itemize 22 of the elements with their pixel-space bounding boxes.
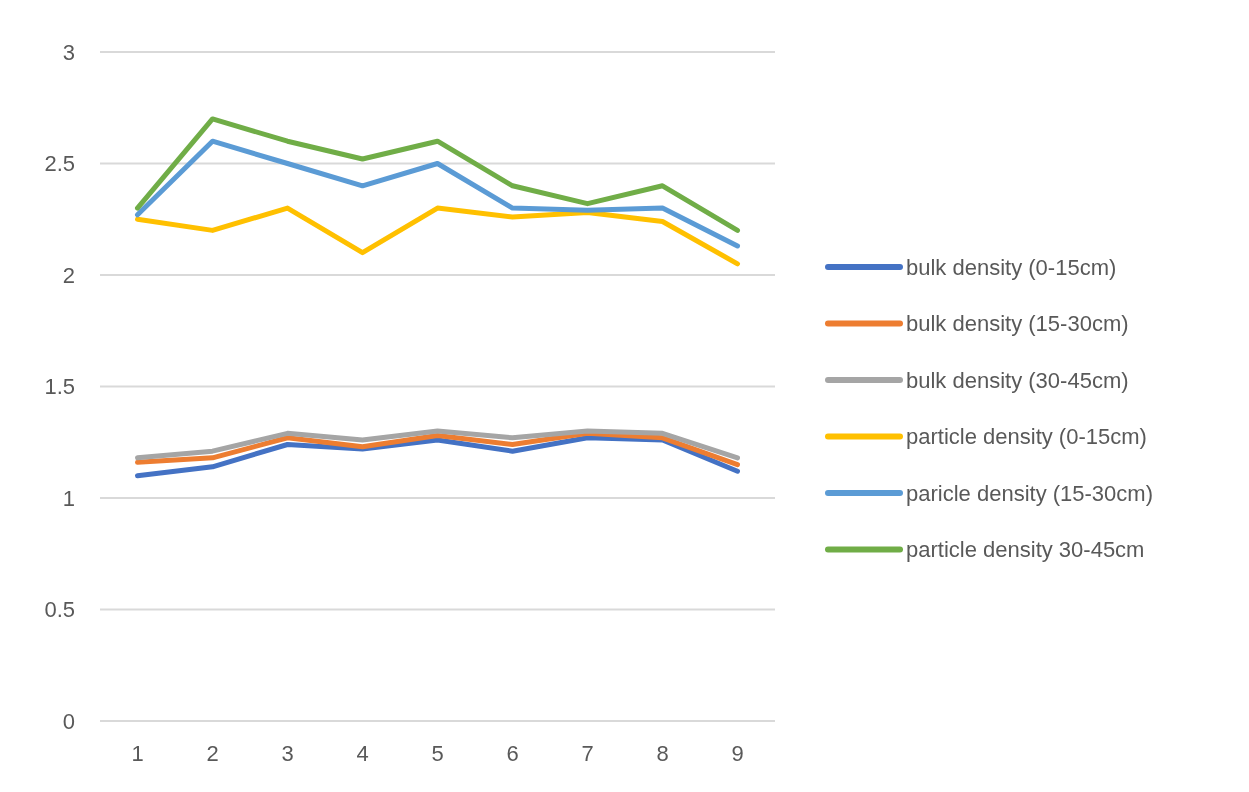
legend-label: bulk density (30-45cm) — [906, 367, 1129, 393]
x-tick-label: 8 — [656, 741, 669, 766]
legend-label: particle density (0-15cm) — [906, 424, 1147, 450]
legend-label: bulk density (15-30cm) — [906, 311, 1129, 337]
x-tick-label: 1 — [131, 741, 144, 766]
x-tick-label: 2 — [206, 741, 219, 766]
legend-label: paricle density (15-30cm) — [906, 480, 1153, 506]
x-tick-label: 4 — [356, 741, 369, 766]
y-tick-label: 2.5 — [44, 151, 75, 177]
y-tick-label: 0.5 — [44, 597, 75, 623]
x-tick-label: 9 — [731, 741, 744, 766]
y-tick-label: 1 — [62, 485, 75, 511]
y-tick-label: 3 — [62, 39, 75, 65]
legend-label: bulk density (0-15cm) — [906, 254, 1117, 280]
x-tick-label: 5 — [431, 741, 444, 766]
x-tick-label: 7 — [581, 741, 594, 766]
x-tick-label: 3 — [281, 741, 294, 766]
legend-label: particle density 30-45cm — [906, 537, 1145, 563]
x-tick-label: 6 — [506, 741, 519, 766]
y-tick-label: 2 — [62, 262, 75, 288]
y-tick-label: 1.5 — [44, 374, 75, 400]
y-tick-label: 0 — [62, 708, 75, 734]
